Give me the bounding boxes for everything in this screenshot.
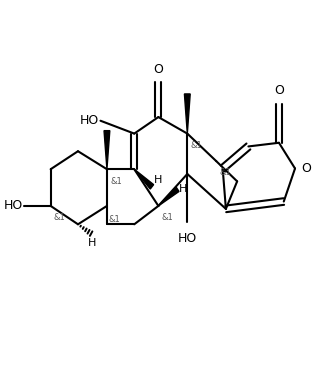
Text: HO: HO xyxy=(80,114,99,127)
Text: HO: HO xyxy=(3,199,23,212)
Polygon shape xyxy=(184,94,190,134)
Text: &1: &1 xyxy=(219,168,231,178)
Text: O: O xyxy=(274,84,284,97)
Polygon shape xyxy=(134,169,154,189)
Text: &1: &1 xyxy=(109,215,120,224)
Text: &1: &1 xyxy=(191,141,202,150)
Polygon shape xyxy=(104,131,110,169)
Polygon shape xyxy=(158,187,179,206)
Text: HO: HO xyxy=(178,232,197,245)
Text: H: H xyxy=(179,184,188,194)
Text: O: O xyxy=(153,63,163,75)
Text: &1: &1 xyxy=(161,213,173,222)
Text: H: H xyxy=(153,175,162,185)
Text: &1: &1 xyxy=(110,176,122,185)
Text: &1: &1 xyxy=(54,213,66,222)
Text: O: O xyxy=(301,162,311,175)
Text: H: H xyxy=(88,238,96,248)
